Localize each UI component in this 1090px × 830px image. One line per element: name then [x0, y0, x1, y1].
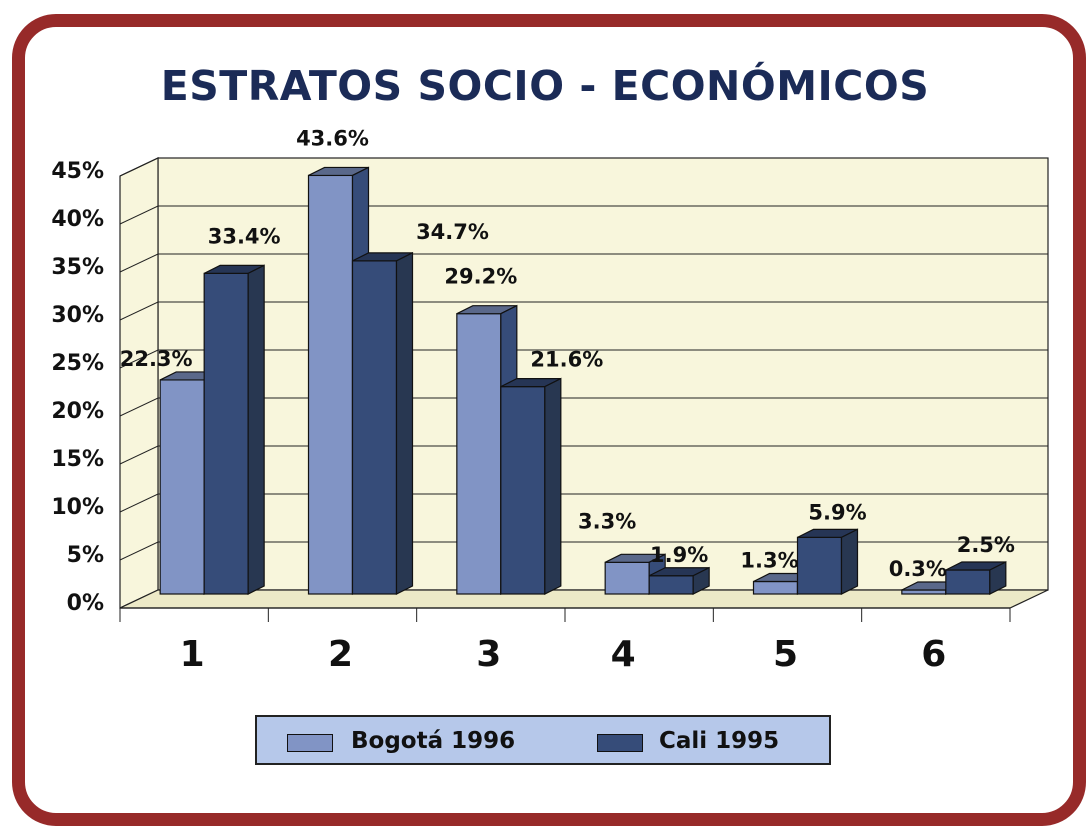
y-tick-label: 40% — [51, 207, 104, 232]
gridline — [119, 397, 1048, 417]
bar-cali-3 — [500, 377, 562, 595]
gridline — [119, 541, 1048, 561]
gridline — [119, 493, 1048, 513]
bar-bogota-1-front — [159, 379, 205, 595]
bar-bogota-2-front — [307, 174, 354, 595]
side-wall — [119, 157, 159, 609]
data-label-cali-2: 34.7% — [416, 220, 489, 244]
data-label-bogota-1: 22.3% — [120, 347, 193, 371]
legend: Bogotá 1996 Cali 1995 — [255, 715, 831, 765]
legend-swatch-bogota — [287, 734, 333, 752]
y-tick-label: 15% — [51, 447, 104, 472]
legend-label-cali: Cali 1995 — [659, 728, 780, 754]
y-tick-label: 5% — [67, 543, 104, 568]
gridline — [119, 157, 1048, 177]
bar-cali-1-front — [203, 272, 249, 595]
bar-cali-5 — [796, 528, 859, 595]
data-label-bogota-5: 1.3% — [740, 549, 798, 573]
bar-bogota-3-front — [456, 313, 502, 595]
data-label-cali-4: 1.9% — [650, 543, 708, 567]
bar-cali-4 — [648, 566, 710, 595]
data-label-bogota-4: 3.3% — [578, 509, 636, 533]
gridline — [119, 349, 1048, 369]
bar-cali-3-side — [544, 377, 562, 595]
x-category-label: 1 — [180, 634, 205, 675]
x-category-label: 5 — [773, 634, 798, 675]
x-category-label: 3 — [476, 634, 501, 675]
bar-cali-6-side — [989, 561, 1007, 595]
data-label-cali-5: 5.9% — [808, 500, 866, 524]
y-tick-label: 45% — [51, 159, 104, 184]
bar-cali-5-front — [796, 536, 843, 595]
y-tick-label: 25% — [51, 351, 104, 376]
bar-cali-2-side — [395, 251, 414, 595]
y-tick-label: 35% — [51, 255, 104, 280]
x-category-label: 6 — [921, 634, 946, 675]
bar-cali-6 — [945, 561, 1007, 595]
gridline — [119, 301, 1048, 321]
y-tick-label: 0% — [67, 591, 104, 616]
data-label-cali-3: 21.6% — [530, 348, 603, 372]
bar-cali-2-front — [351, 260, 398, 595]
y-tick-label: 30% — [51, 303, 104, 328]
gridline — [119, 445, 1048, 465]
legend-swatch-cali — [597, 734, 643, 752]
chart-title: ESTRATOS SOCIO - ECONÓMICOS — [160, 62, 930, 110]
data-label-bogota-2: 43.6% — [296, 126, 369, 150]
x-category-label: 4 — [611, 634, 636, 675]
data-label-bogota-3: 29.2% — [444, 265, 517, 289]
data-label-bogota-6: 0.3% — [889, 557, 947, 581]
gridline — [119, 205, 1048, 225]
bar-cali-6-front — [945, 569, 991, 595]
bar-cali-3-front — [500, 386, 546, 595]
data-label-cali-6: 2.5% — [957, 533, 1015, 557]
y-tick-label: 20% — [51, 399, 104, 424]
x-category-label: 2 — [328, 634, 353, 675]
bar-cali-1-side — [247, 264, 265, 595]
bar-cali-4-side — [692, 566, 710, 595]
y-tick-label: 10% — [51, 495, 104, 520]
bar-cali-1 — [203, 264, 265, 595]
gridline — [119, 253, 1048, 273]
back-wall — [157, 157, 1049, 591]
bar-cali-5-side — [840, 528, 859, 595]
bar-bogota-5-front — [752, 580, 799, 595]
bar-cali-2 — [351, 251, 414, 595]
bar-bogota-4-front — [604, 561, 650, 595]
bar-cali-4-front — [648, 575, 694, 595]
data-label-cali-1: 33.4% — [208, 224, 281, 248]
legend-label-bogota: Bogotá 1996 — [351, 728, 516, 754]
